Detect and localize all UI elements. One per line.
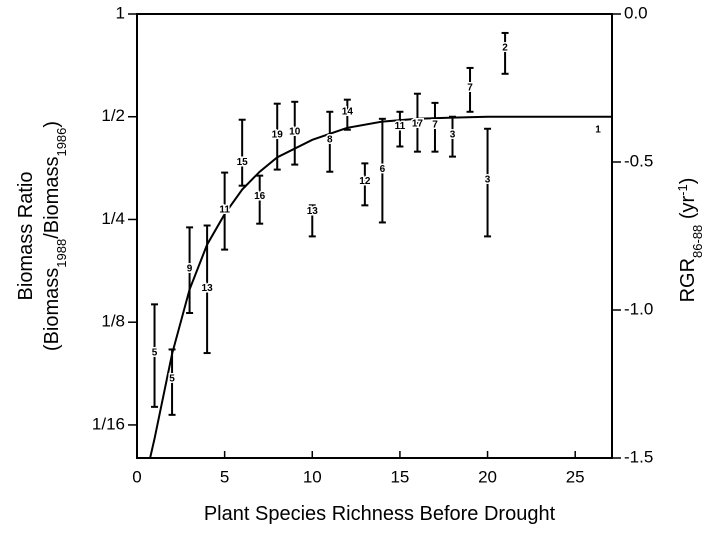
- point-label: 11: [395, 121, 406, 132]
- point-label: 3: [485, 174, 491, 185]
- y2-tick-label: 0.0: [624, 3, 648, 22]
- y-axis-label-part: 1986: [54, 128, 69, 157]
- point-label: 16: [254, 191, 266, 202]
- point-label: 13: [202, 283, 214, 294]
- x-tick-label: 10: [303, 467, 322, 486]
- x-axis-label: Plant Species Richness Before Drought: [204, 503, 556, 525]
- point-label: 19: [272, 129, 284, 140]
- point-label: 10: [289, 126, 301, 137]
- plot-frame: [136, 13, 613, 459]
- y-axis-label-part: /Biomass: [41, 157, 63, 239]
- y-tick-label: 1/4: [101, 209, 125, 228]
- x-tick-label: 20: [478, 467, 497, 486]
- point-label: 5: [169, 374, 175, 385]
- point-label: 1: [595, 124, 601, 135]
- point-label: 17: [412, 118, 424, 129]
- y-axis-label-part: Biomass Ratio: [15, 172, 37, 301]
- x-tick-label: 0: [132, 467, 141, 486]
- y2-tick-label: -1.0: [624, 299, 653, 318]
- y2-axis-label-part: 86-88: [690, 225, 705, 258]
- y-tick-label: 1/16: [92, 414, 125, 433]
- y2-axis-label-part: RGR: [677, 258, 699, 302]
- point-label: 7: [467, 82, 473, 93]
- y-tick-label: 1: [116, 3, 125, 22]
- y2-axis-label: RGR86-88 (yr-1): [675, 178, 705, 303]
- point-label: 14: [342, 106, 354, 117]
- point-label: 15: [237, 157, 249, 168]
- y2-tick-label: -0.5: [624, 151, 653, 170]
- point-label: 2: [502, 43, 508, 54]
- y-axis-label-part: (Biomass: [41, 268, 63, 351]
- point-label: 3: [450, 129, 456, 140]
- point-label: 5: [152, 348, 158, 359]
- point-label: 12: [359, 176, 371, 187]
- y-axis-label-part: 1988: [54, 239, 69, 268]
- y-axis-label: (Biomass1988/Biomass1986): [41, 121, 69, 351]
- y-axis-label-part: ): [41, 121, 63, 128]
- point-label: 9: [187, 264, 193, 275]
- y-tick-label: 1/8: [101, 312, 125, 331]
- point-label: 13: [307, 206, 319, 217]
- y-axis-label: Biomass Ratio: [15, 172, 37, 301]
- point-label: 11: [219, 204, 230, 215]
- x-tick-label: 5: [220, 467, 229, 486]
- point-label: 6: [380, 164, 386, 175]
- y-tick-label: 1/2: [101, 106, 125, 125]
- y2-axis-label-part: (yr: [677, 195, 699, 224]
- y2-axis-label-part: -1: [675, 184, 690, 196]
- x-tick-label: 25: [566, 467, 585, 486]
- point-label: 7: [432, 119, 438, 130]
- y2-axis-label-part: ): [677, 178, 699, 185]
- y2-tick-label: -1.5: [624, 447, 653, 466]
- point-label: 8: [327, 134, 333, 145]
- x-tick-label: 15: [390, 467, 409, 486]
